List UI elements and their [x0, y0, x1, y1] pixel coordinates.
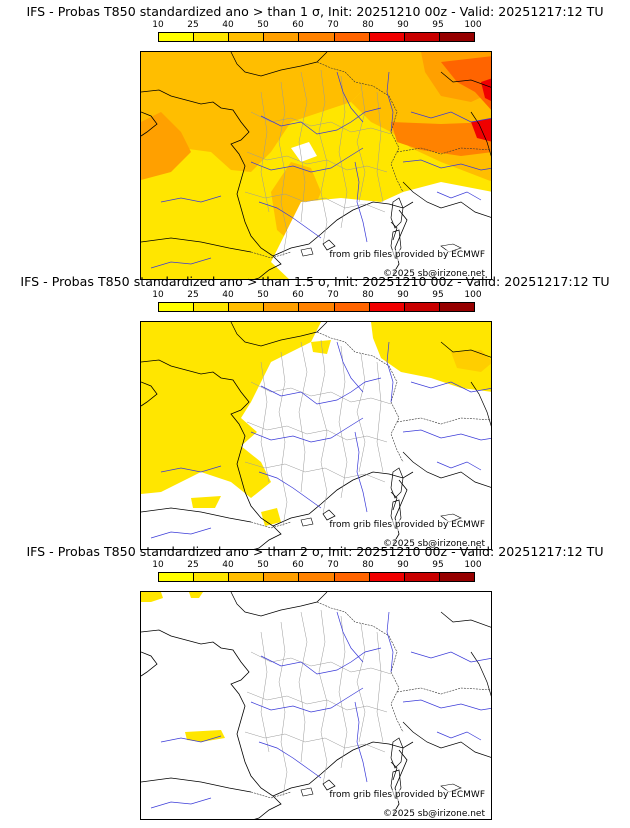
colorbar-tick: 95	[432, 560, 444, 570]
colorbar-swatch	[159, 303, 195, 311]
copyright-text: ©2025 sb@irizone.net	[383, 269, 485, 279]
panel-title: IFS - Probas T850 standardized ano > tha…	[26, 544, 604, 559]
colorbar-swatch	[299, 33, 335, 41]
colorbar-swatch	[404, 303, 440, 311]
colorbar-swatch	[264, 303, 300, 311]
colorbar-swatch	[369, 573, 405, 581]
colorbar-tick: 50	[257, 290, 269, 300]
colorbar-swatch	[159, 33, 195, 41]
colorbar-swatch	[369, 303, 405, 311]
colorbar-swatch	[194, 303, 230, 311]
colorbar-swatch	[229, 33, 265, 41]
data-source-credit: from grib files provided by ECMWF	[329, 250, 485, 261]
colorbar-tick: 50	[257, 560, 269, 570]
colorbar-swatch	[334, 573, 370, 581]
colorbar-swatch	[439, 573, 474, 581]
colorbar-tick-labels: 10 25 40 50 60 70 80 90 95 100	[152, 290, 481, 302]
colorbar-tick: 80	[362, 560, 374, 570]
colorbar-swatch	[369, 33, 405, 41]
colorbar-tick: 10	[152, 290, 164, 300]
colorbar-tick: 40	[222, 20, 234, 30]
colorbar-tick: 90	[397, 560, 409, 570]
colorbar-tick: 100	[464, 20, 482, 30]
map-panel-1: IFS - Probas T850 standardized ano > tha…	[0, 4, 630, 280]
colorbar-tick: 60	[292, 560, 304, 570]
map-panel-3: IFS - Probas T850 standardized ano > tha…	[0, 544, 630, 820]
colorbar-tick: 100	[464, 290, 482, 300]
colorbar-tick: 60	[292, 290, 304, 300]
colorbar-tick: 60	[292, 20, 304, 30]
colorbar	[158, 572, 475, 582]
colorbar-swatch	[194, 33, 230, 41]
colorbar-tick: 70	[327, 560, 339, 570]
colorbar-tick: 10	[152, 20, 164, 30]
probability-map: from grib files provided by ECMWF ©2025 …	[140, 321, 492, 550]
copyright-text: ©2025 sb@irizone.net	[383, 809, 485, 819]
colorbar-tick: 90	[397, 20, 409, 30]
colorbar-swatch	[264, 573, 300, 581]
copyright-text: ©2025 sb@irizone.net	[383, 539, 485, 549]
colorbar-swatch	[334, 303, 370, 311]
colorbar-tick: 80	[362, 20, 374, 30]
colorbar-swatch	[404, 33, 440, 41]
panel-title: IFS - Probas T850 standardized ano > tha…	[26, 4, 604, 19]
probability-map: from grib files provided by ECMWF ©2025 …	[140, 51, 492, 280]
colorbar-swatch	[439, 303, 474, 311]
colorbar-swatch	[299, 573, 335, 581]
colorbar	[158, 302, 475, 312]
colorbar-tick: 40	[222, 290, 234, 300]
colorbar-tick: 40	[222, 560, 234, 570]
colorbar-tick: 100	[464, 560, 482, 570]
colorbar-tick-labels: 10 25 40 50 60 70 80 90 95 100	[152, 560, 481, 572]
colorbar-tick: 80	[362, 290, 374, 300]
colorbar-swatch	[334, 33, 370, 41]
map-canvas	[141, 592, 491, 819]
colorbar-tick: 10	[152, 560, 164, 570]
colorbar-tick: 25	[187, 560, 199, 570]
colorbar-swatch	[439, 33, 474, 41]
colorbar-swatch	[229, 303, 265, 311]
panel-title: IFS - Probas T850 standardized ano > tha…	[20, 274, 610, 289]
colorbar-tick-labels: 10 25 40 50 60 70 80 90 95 100	[152, 20, 481, 32]
colorbar-tick: 95	[432, 20, 444, 30]
colorbar-tick: 50	[257, 20, 269, 30]
colorbar-swatch	[159, 573, 195, 581]
data-source-credit: from grib files provided by ECMWF	[329, 790, 485, 801]
colorbar-tick: 70	[327, 20, 339, 30]
colorbar-tick: 90	[397, 290, 409, 300]
colorbar-swatch	[404, 573, 440, 581]
colorbar-tick: 95	[432, 290, 444, 300]
colorbar-swatch	[299, 303, 335, 311]
colorbar-tick: 25	[187, 290, 199, 300]
colorbar-tick: 70	[327, 290, 339, 300]
colorbar-tick: 25	[187, 20, 199, 30]
colorbar-swatch	[194, 573, 230, 581]
colorbar-swatch	[264, 33, 300, 41]
map-canvas	[141, 52, 491, 279]
map-panel-2: IFS - Probas T850 standardized ano > tha…	[0, 274, 630, 550]
data-source-credit: from grib files provided by ECMWF	[329, 520, 485, 531]
colorbar-swatch	[229, 573, 265, 581]
colorbar	[158, 32, 475, 42]
map-canvas	[141, 322, 491, 549]
probability-map: from grib files provided by ECMWF ©2025 …	[140, 591, 492, 820]
